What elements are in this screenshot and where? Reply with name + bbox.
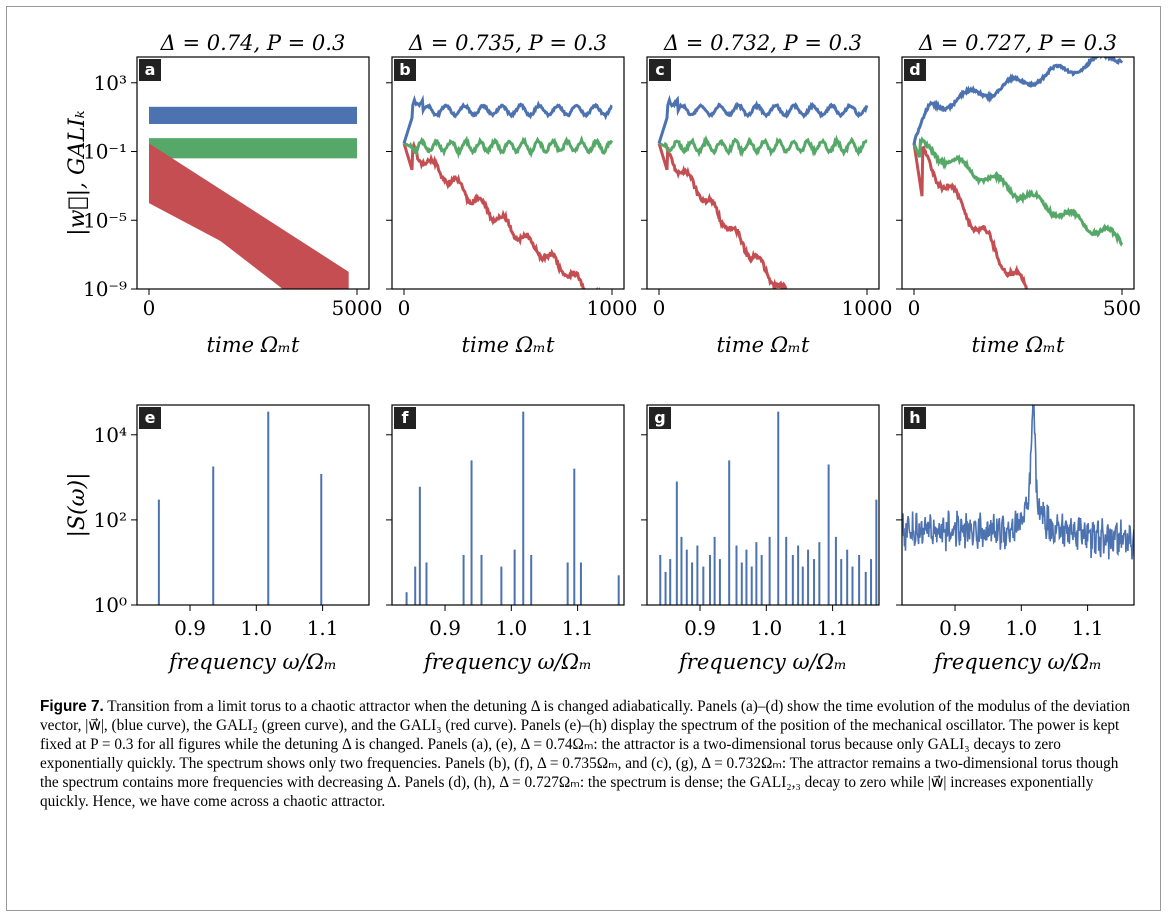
x-axis-label-a: time Ωₘt [207,333,300,357]
series-gali3-band-lower [149,143,349,289]
series-gali2-band [149,138,357,159]
caption-text: Transition from a limit torus to a chaot… [40,698,1131,810]
series-gali3-line [402,140,601,289]
x-axis-label-c: time Ωₘt [717,333,810,357]
x-tick-label-c-1: 1000 [842,296,893,320]
panel-e: e 0.9 1.0 1.1 frequency ω/Ωₘ 10⁴ 10² 10⁰ [94,404,370,674]
panel-d: d Δ = 0.727, P = 0.3 0 500 time Ωₘt [896,31,1141,357]
x-tick-label-c-0: 0 [653,296,666,320]
x-tick-label-h-2: 1.1 [1072,616,1104,640]
y-tick-label-2: 10⁻⁵ [83,208,127,232]
x-tick-label-d-0: 0 [908,296,921,320]
plot-area-b [402,94,614,289]
panel-label-a: a [145,60,156,79]
plot-area-d [912,57,1124,289]
series-deviation-vector-line [657,94,869,144]
axes-frame-c [646,56,880,290]
plot-area-e [157,411,323,605]
x-axis-label-g: frequency ω/Ωₘ [677,650,847,674]
panel-title-b: Δ = 0.735, P = 0.3 [408,31,607,55]
caption-label: Figure 7. [40,698,104,715]
panel-label-f-bg [394,407,416,429]
plot-area-a [149,106,357,289]
x-tick-label-f-0: 0.9 [429,616,461,640]
panel-label-c-bg [649,59,671,81]
panel-a: aΔ = 0.74, P = 0.3 0 5000 time Ωₘt 10³ 10⁻¹ 10… [83,31,382,357]
series-deviation-vector-band [149,106,357,124]
x-tick-label-b-0: 0 [398,296,411,320]
figure-frame [6,6,1161,911]
y-tick-label-bottom-0: 10⁴ [94,423,127,447]
x-tick-label-h-1: 1.0 [1005,616,1037,640]
panel-label-g: g [654,408,665,427]
panel-label-a-bg [139,59,161,81]
panel-label-f: f [402,408,410,427]
x-tick-label-e-1: 1.0 [240,616,272,640]
axes-frame-d [901,56,1135,290]
panel-h: h 0.9 1.0 1.1 frequency ω/Ωₘ [896,404,1135,674]
panel-label-d: d [909,60,920,79]
panel-label-e: e [145,408,156,427]
panel-title-c: Δ = 0.732, P = 0.3 [663,31,862,55]
figure-caption: Figure 7. Transition from a limit torus … [40,697,1134,811]
x-tick-label-a-0: 0 [143,296,156,320]
x-tick-label-a-1: 5000 [332,296,383,320]
spectrum-line-h [902,405,1134,560]
y-tick-label-0: 10³ [94,71,127,95]
panel-label-d-bg [904,59,926,81]
x-tick-label-g-0: 0.9 [684,616,716,640]
x-axis-label-f: frequency ω/Ωₘ [422,650,592,674]
x-tick-label-f-1: 1.0 [495,616,527,640]
panel-label-h-bg [904,407,926,429]
panel-label-h: h [909,408,920,427]
y-axis-label-bottom: |S(ω)| [65,472,90,537]
axes-frame-a [136,56,370,290]
plot-area-c [657,94,869,289]
plot-area-f [405,411,620,605]
panel-label-c: c [655,60,664,79]
axes-frame-h [901,404,1135,606]
y-tick-label-bottom-2: 10⁰ [94,593,127,617]
panel-label-e-bg [139,407,161,429]
panel-label-b: b [399,60,410,79]
plot-area-h [902,405,1134,560]
panel-b: b Δ = 0.735, P = 0.3 0 1000 time Ωₘt [386,31,637,357]
series-gali3-line [657,142,788,289]
panel-f: f 0.9 1.0 1.1 frequency ω/Ωₘ [386,404,625,674]
y-tick-label-1: 10⁻¹ [83,140,127,164]
x-tick-label-g-2: 1.1 [817,616,849,640]
y-tick-label-3: 10⁻⁹ [83,277,127,301]
y-axis-label-top: |w⃗|, GALIₖ [65,110,90,236]
x-axis-label-d: time Ωₘt [972,333,1065,357]
panel-title-d: Δ = 0.727, P = 0.3 [918,31,1117,55]
x-tick-label-b-1: 1000 [587,296,638,320]
panel-label-g-bg [649,407,671,429]
axes-frame-e [136,404,370,606]
x-tick-label-e-0: 0.9 [174,616,206,640]
series-gali2-line [403,135,614,160]
plot-area-g [659,411,878,605]
series-deviation-vector-line [402,94,613,144]
x-tick-label-h-0: 0.9 [939,616,971,640]
series-gali2-line [658,134,868,158]
panel-label-b-bg [394,59,416,81]
x-axis-label-h: frequency ω/Ωₘ [932,650,1102,674]
panel-c: c Δ = 0.732, P = 0.3 0 1000 time Ωₘt [641,31,893,357]
axes-frame-f [391,404,625,606]
x-tick-label-d-1: 500 [1103,296,1141,320]
y-tick-label-bottom-1: 10² [94,508,127,532]
x-axis-label-b: time Ωₘt [462,333,555,357]
axes-frame-g [646,404,880,606]
x-tick-label-f-2: 1.1 [562,616,594,640]
series-gali3-line [912,143,1028,289]
x-axis-label-e: frequency ω/Ωₘ [167,650,337,674]
x-tick-label-g-1: 1.0 [750,616,782,640]
series-gali2-line [912,136,1124,247]
axes-frame-b [391,56,625,290]
panel-title-a: Δ = 0.74, P = 0.3 [160,31,346,55]
x-tick-label-e-2: 1.1 [307,616,339,640]
series-deviation-vector-line [912,57,1124,146]
panel-g: g 0.9 1.0 1.1 frequency ω/Ωₘ [641,404,880,674]
